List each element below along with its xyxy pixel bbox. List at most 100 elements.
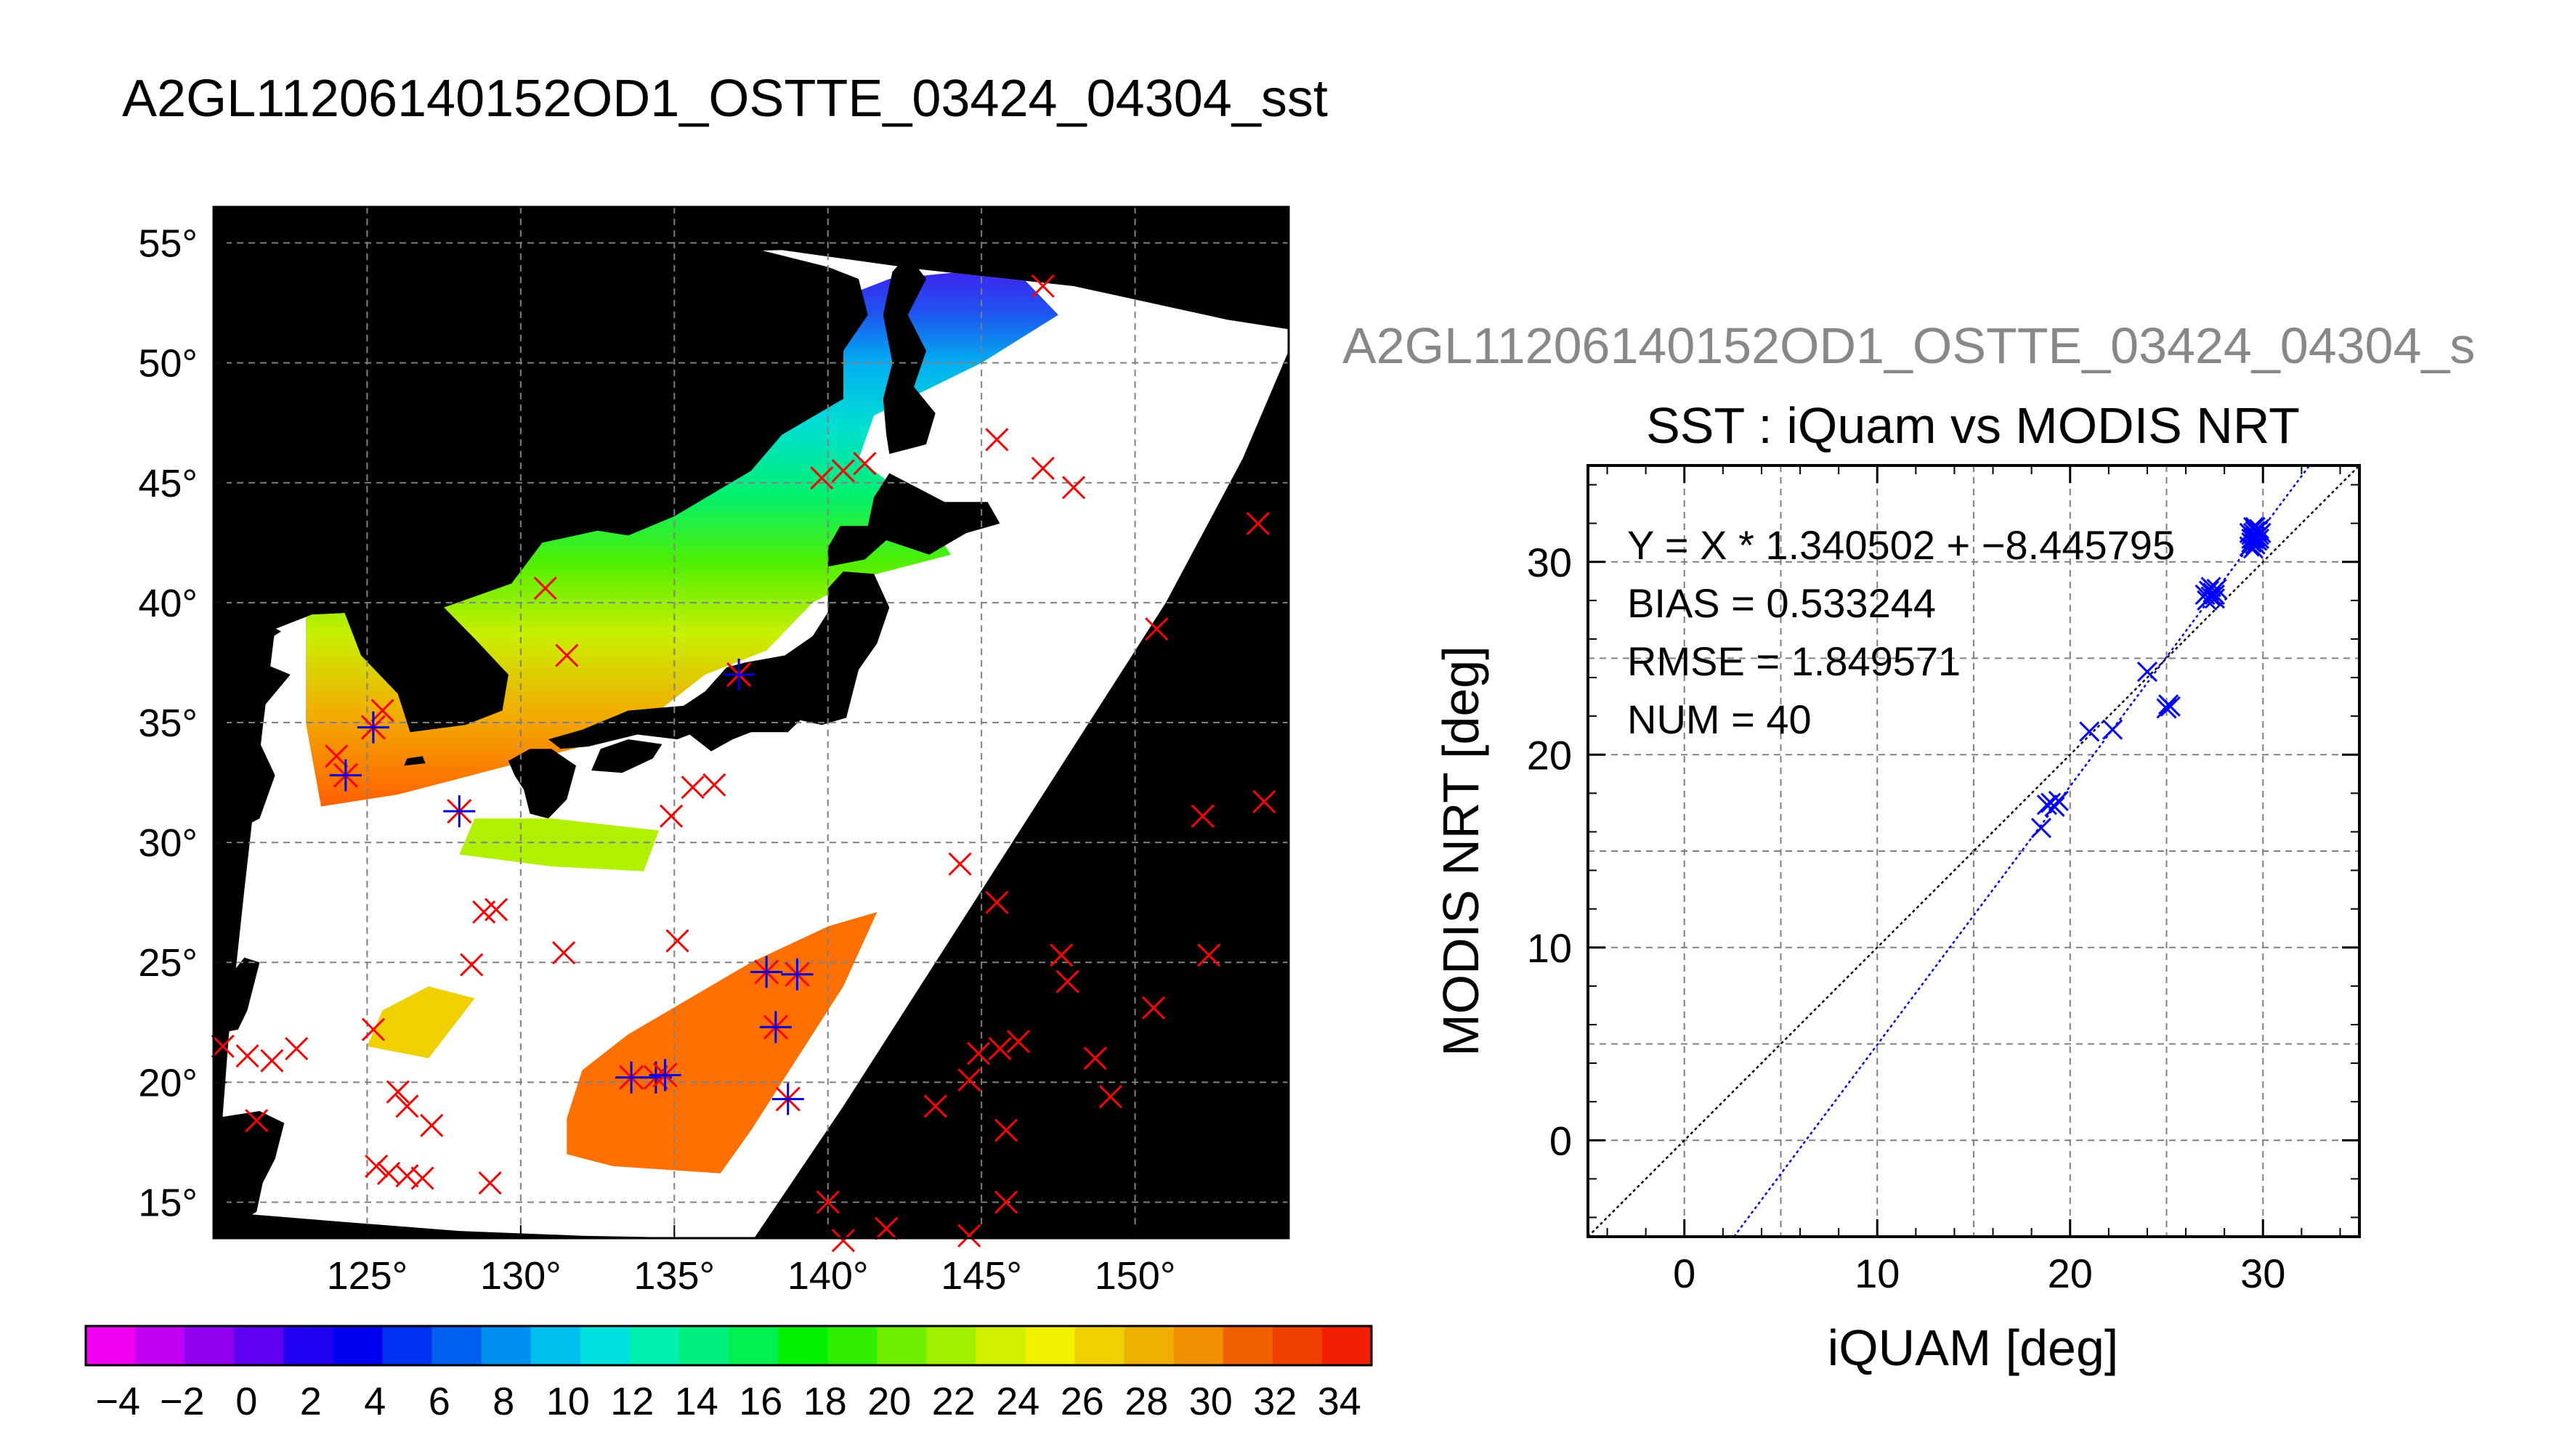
buoy-marker [1061,476,1086,500]
buoy-marker [533,577,557,601]
buoy-marker [988,1037,1012,1061]
buoy-marker [1252,789,1276,814]
land-shikoku [591,739,662,773]
buoy-marker [555,643,579,667]
scatter-point [2242,538,2264,559]
sst-map: 125° 130° 135° 140° 145° 150° 15° 20° 25° 30° 35° 4… [138,206,1290,1298]
map-lon-tick-label: 145° [941,1254,1022,1298]
colorbar-swatch [530,1326,581,1365]
buoy-marker [831,1229,855,1253]
stat-fit-equation: Y = X * 1.340502 + −8.445795 [1627,522,2175,568]
colorbar-swatch [283,1326,333,1365]
map-lat-tick-label: 15° [138,1181,198,1224]
land-asia-mainland [214,207,868,843]
buoy-marker [1246,511,1270,535]
buoy-marker [874,1216,899,1240]
scatter-lines [1588,465,2359,1237]
y-tick-label: 0 [1549,1118,1572,1163]
buoy-markers [211,274,1276,1253]
buoy-marker [1006,1030,1030,1054]
colorbar-tick-label: 20 [867,1380,911,1423]
colorbar-swatch [976,1326,1026,1365]
land-jeju [404,756,426,766]
colorbar-tick-label: 14 [675,1380,718,1423]
stat-num: NUM = 40 [1627,696,1812,742]
map-lon-tick-label: 130° [480,1254,562,1298]
scatter-grid [1588,465,2359,1237]
colorbar-swatch [135,1326,185,1365]
buoy-marker [831,459,855,483]
colorbar-swatch [1124,1326,1175,1365]
buoy-marker [665,929,689,953]
identity-line [1588,465,2359,1237]
buoy-marker [1050,943,1074,967]
buoy-marker [702,773,726,797]
buoy-marker [810,466,834,490]
x-tick-label: 0 [1673,1250,1695,1296]
satellite-swath [219,250,1289,1238]
scatter-point [2158,694,2179,715]
colorbar-swatch [431,1326,482,1365]
scatter-plot: 0 10 20 30 0 10 20 30 Y = X * 1.340502 + −8.445… [1432,464,2361,1376]
colorbar-swatch [1321,1326,1372,1365]
colorbar-swatch [1074,1326,1125,1365]
land-taiwan [214,957,260,1035]
y-tick-label: 10 [1527,925,1572,971]
buoy-marker [957,1224,981,1248]
buoy-marker [853,452,877,476]
matchup-marker [781,958,814,991]
land-sakhalin [883,255,936,455]
buoy-marker [460,953,484,977]
stat-bias: BIAS = 0.533244 [1627,580,1936,626]
buoy-marker [478,1171,502,1195]
buoy-marker [1191,804,1215,828]
colorbar-tick-label: 34 [1318,1380,1361,1423]
matchup-marker [723,658,755,691]
stat-rmse: RMSE = 1.849571 [1627,638,1961,684]
buoy-marker [923,1094,947,1118]
buoy-marker [370,699,394,723]
colorbar-tick-label: 22 [932,1380,976,1423]
buoy-marker [957,1067,981,1092]
scatter-frame [1586,464,2361,1238]
buoy-marker [1083,1046,1107,1070]
land-hokkaido [827,473,1000,567]
colorbar-swatch [1272,1326,1323,1365]
scatter-points [2030,516,2272,839]
map-lat-tick-label: 55° [138,222,198,266]
matchup-marker [357,711,389,744]
colorbar-tick-label: 0 [235,1380,257,1423]
x-tick-label: 30 [2240,1250,2285,1296]
matchup-marker [759,1011,792,1044]
map-lon-tick-label: 125° [327,1254,408,1298]
buoy-marker [410,1166,434,1190]
colorbar-swatch [86,1326,136,1365]
map-lat-tick-label: 20° [138,1061,198,1105]
x-tick-label: 10 [1855,1250,1900,1296]
colorbar-swatch [827,1326,878,1365]
buoy-marker [260,1049,284,1073]
buoy-marker [1141,996,1166,1020]
x-axis-label: iQUAM [deg] [1828,1319,2119,1376]
buoy-marker [994,1118,1018,1142]
buoy-marker [681,776,705,800]
scatter-title: SST : iQuam vs MODIS NRT [1646,397,2300,454]
colorbar-swatch [580,1326,631,1365]
matchup-marker [771,1083,804,1115]
matchup-marker [329,759,362,792]
colorbar-swatch [234,1326,284,1365]
land-masses [214,207,1000,1227]
buoy-marker [386,1080,410,1104]
colorbar-tick-label: 24 [996,1380,1040,1423]
colorbar-tick-label: 2 [300,1380,322,1423]
colorbar-tick-label: −4 [95,1380,140,1423]
y-tick-label: 30 [1527,540,1572,585]
map-grid [214,207,1289,1238]
buoy-marker [948,852,972,876]
map-lon-tick-label: 135° [633,1254,715,1298]
buoy-marker [1196,943,1221,967]
buoy-marker [659,804,684,828]
buoy-marker [325,744,349,768]
colorbar-tick-label: 28 [1124,1380,1168,1423]
scatter-point [2079,721,2100,742]
